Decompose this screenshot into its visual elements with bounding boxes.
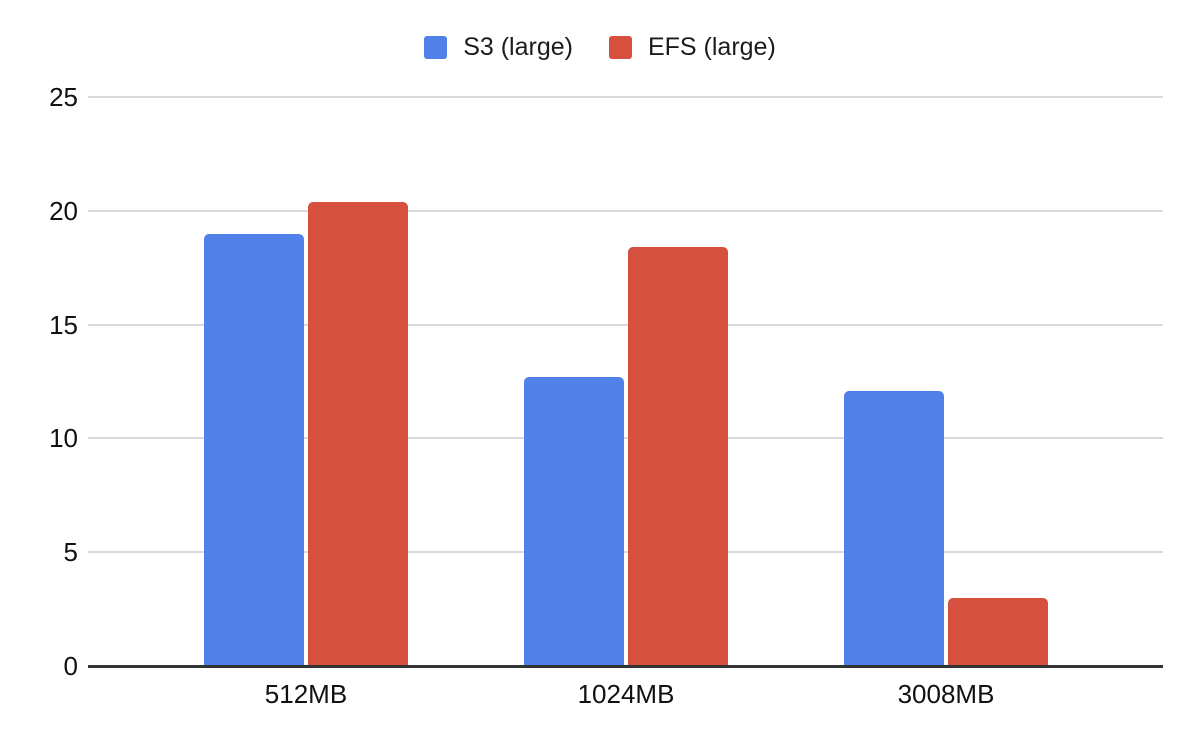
x-tick-label-3008mb: 3008MB bbox=[897, 679, 995, 709]
y-tick-label-5: 5 bbox=[63, 537, 78, 568]
bar-efs-large-512mb bbox=[308, 201, 408, 666]
plot-area bbox=[88, 96, 1163, 668]
bar-efs-large-3008mb bbox=[948, 597, 1048, 666]
legend-label-efs-large: EFS (large) bbox=[647, 33, 776, 61]
legend-item-s3-large: S3 (large) bbox=[424, 33, 573, 61]
gridline-y10 bbox=[88, 437, 1163, 440]
bar-s3-large-1024mb bbox=[524, 376, 624, 666]
gridline-y15 bbox=[88, 323, 1163, 326]
bar-s3-large-3008mb bbox=[844, 390, 944, 666]
legend-swatch-efs-large bbox=[608, 35, 632, 59]
bar-efs-large-1024mb bbox=[628, 247, 728, 666]
y-tick-label-0: 0 bbox=[63, 651, 78, 681]
x-tick-label-1024mb: 1024MB bbox=[577, 679, 675, 709]
chart-legend: S3 (large) EFS (large) bbox=[0, 33, 1200, 61]
legend-item-efs-large: EFS (large) bbox=[608, 33, 776, 61]
gridline-y5 bbox=[88, 551, 1163, 554]
y-tick-label-10: 10 bbox=[49, 423, 78, 454]
y-tick-label-20: 20 bbox=[49, 195, 78, 226]
gridline-y20 bbox=[88, 209, 1163, 212]
y-tick-label-25: 25 bbox=[49, 82, 78, 112]
gridline-y25 bbox=[88, 96, 1163, 98]
bar-s3-large-512mb bbox=[204, 233, 304, 666]
x-axis-line bbox=[88, 665, 1163, 668]
legend-label-s3-large: S3 (large) bbox=[463, 33, 573, 61]
legend-swatch-s3-large bbox=[424, 35, 448, 59]
y-tick-label-15: 15 bbox=[49, 309, 78, 340]
x-tick-label-512mb: 512MB bbox=[264, 679, 348, 709]
